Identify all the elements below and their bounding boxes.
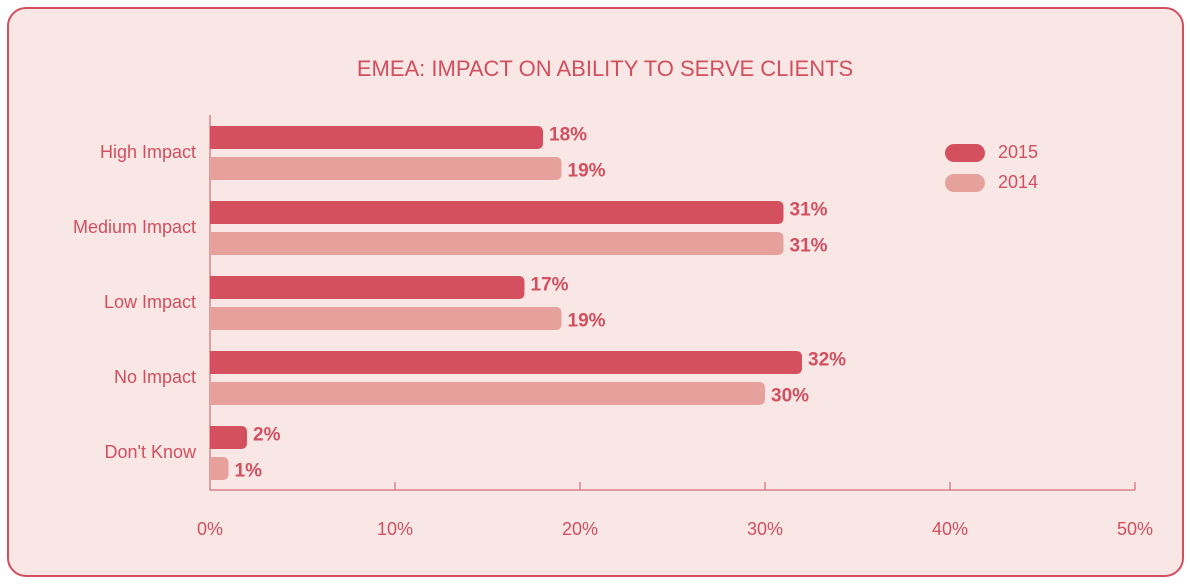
x-tick-label: 40%	[932, 519, 968, 539]
value-label: 19%	[568, 311, 606, 332]
legend-label: 2015	[998, 142, 1038, 162]
bar	[210, 457, 229, 480]
value-label: 1%	[235, 461, 263, 482]
y-tick-label: Medium Impact	[73, 217, 196, 237]
y-tick-label: Low Impact	[104, 292, 196, 312]
y-tick-label: No Impact	[114, 367, 196, 387]
y-tick-label: Don't Know	[105, 442, 197, 462]
x-tick-label: 30%	[747, 519, 783, 539]
value-label: 32%	[808, 350, 846, 371]
bar	[210, 276, 525, 299]
x-tick-label: 10%	[377, 519, 413, 539]
bar	[210, 126, 543, 149]
bar	[210, 351, 802, 374]
legend-swatch	[945, 144, 985, 162]
card	[7, 7, 1184, 577]
legend-swatch	[945, 174, 985, 192]
value-label: 31%	[790, 236, 828, 257]
value-label: 2%	[253, 425, 281, 446]
value-label: 18%	[549, 125, 587, 146]
value-label: 31%	[790, 200, 828, 221]
bar	[210, 382, 765, 405]
bar	[210, 157, 562, 180]
x-tick-label: 20%	[562, 519, 598, 539]
bar	[210, 201, 784, 224]
legend-label: 2014	[998, 172, 1038, 192]
bar	[210, 426, 247, 449]
y-tick-label: High Impact	[100, 142, 196, 162]
chart-title: EMEA: IMPACT ON ABILITY TO SERVE CLIENTS	[357, 56, 853, 81]
value-label: 19%	[568, 161, 606, 182]
x-tick-label: 50%	[1117, 519, 1153, 539]
value-label: 30%	[771, 386, 809, 407]
bar	[210, 307, 562, 330]
x-tick-label: 0%	[197, 519, 223, 539]
value-label: 17%	[531, 275, 569, 296]
bar	[210, 232, 784, 255]
